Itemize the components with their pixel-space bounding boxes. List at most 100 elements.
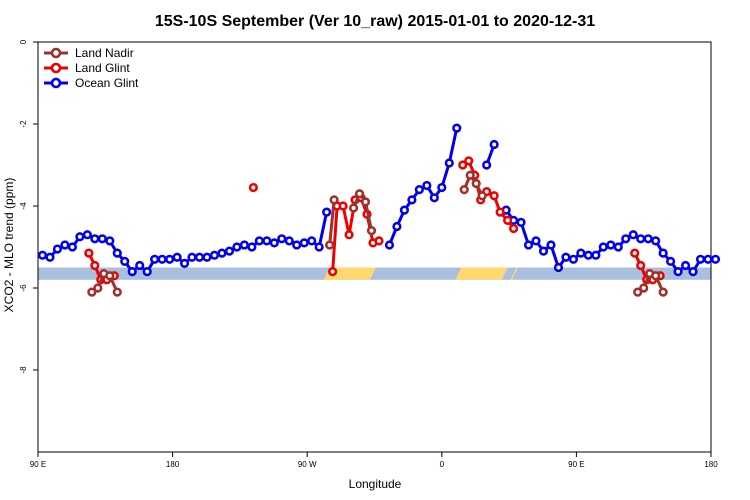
data-point xyxy=(366,226,377,236)
data-point xyxy=(314,242,324,252)
data-point xyxy=(93,283,103,293)
data-point xyxy=(67,242,77,252)
data-point xyxy=(495,207,505,217)
data-point xyxy=(429,193,439,203)
data-point xyxy=(338,201,348,211)
data-point xyxy=(239,240,249,250)
data-point xyxy=(399,205,410,215)
data-point xyxy=(209,250,220,260)
data-point xyxy=(248,182,258,193)
data-point xyxy=(538,246,549,256)
series-group xyxy=(37,123,721,297)
series-line xyxy=(328,199,336,246)
data-point xyxy=(414,185,424,195)
data-point xyxy=(452,123,462,133)
data-point xyxy=(374,236,384,246)
data-point xyxy=(503,215,513,225)
data-point xyxy=(471,178,481,189)
data-point xyxy=(45,252,55,262)
data-point xyxy=(523,240,534,250)
data-point xyxy=(703,254,713,264)
data-point xyxy=(489,191,499,201)
data-point xyxy=(269,238,279,248)
data-point xyxy=(710,254,721,264)
data-point xyxy=(636,234,646,244)
data-point xyxy=(531,236,541,246)
data-point xyxy=(643,234,653,244)
data-point xyxy=(187,252,197,262)
legend-swatch-marker xyxy=(50,77,62,89)
data-point xyxy=(105,271,115,281)
data-point xyxy=(553,262,564,273)
data-point xyxy=(329,195,339,205)
data-point xyxy=(194,252,205,262)
data-point xyxy=(444,158,454,168)
data-point xyxy=(224,246,235,256)
data-point xyxy=(516,217,526,227)
data-point xyxy=(127,267,137,277)
data-point xyxy=(90,260,100,271)
data-point xyxy=(232,242,242,252)
y-tick-label: -4 xyxy=(19,202,28,210)
data-point xyxy=(591,250,601,260)
land-band-segment xyxy=(510,267,519,280)
y-axis-label: XCO2 - MLO trend (ppm) xyxy=(2,178,16,313)
data-point xyxy=(459,185,469,195)
data-point xyxy=(568,254,579,264)
data-point xyxy=(630,248,640,258)
legend-label: Land Glint xyxy=(75,61,130,75)
data-point xyxy=(360,197,371,207)
data-point xyxy=(465,170,475,180)
data-point xyxy=(135,260,145,271)
x-tick-label: 90 E xyxy=(30,460,46,469)
data-point xyxy=(292,240,302,250)
data-point xyxy=(633,287,643,297)
data-point xyxy=(52,244,63,254)
data-point xyxy=(561,252,571,262)
data-point xyxy=(325,240,335,250)
data-point xyxy=(120,256,130,266)
data-point xyxy=(87,287,97,297)
data-point xyxy=(688,267,698,277)
data-point xyxy=(477,191,487,201)
axes: 90 E 180 90 W 0 90 E 180 0 -2 -4 -6 -8 xyxy=(19,39,718,469)
data-point xyxy=(392,221,402,232)
plot-frame xyxy=(37,41,712,453)
data-point xyxy=(621,234,631,244)
data-point xyxy=(328,267,338,277)
data-point xyxy=(636,260,646,271)
data-point xyxy=(422,180,432,191)
data-point xyxy=(464,156,474,166)
data-point xyxy=(628,230,638,240)
data-point xyxy=(489,139,499,150)
x-tick-label: 90 E xyxy=(568,460,584,469)
data-point xyxy=(354,189,365,199)
data-point xyxy=(639,283,649,293)
data-point xyxy=(82,230,92,240)
data-point xyxy=(695,254,706,264)
data-point xyxy=(202,252,212,262)
data-point xyxy=(437,182,447,193)
data-point xyxy=(673,267,683,277)
y-tick-label: -6 xyxy=(19,284,28,292)
data-point xyxy=(179,258,190,269)
data-point xyxy=(254,236,264,246)
data-point xyxy=(75,232,85,242)
data-point xyxy=(658,248,668,258)
data-point xyxy=(299,238,309,248)
data-point xyxy=(651,271,661,281)
legend-item: Land Nadir xyxy=(44,46,134,60)
chart-title: 15S-10S September (Ver 10_raw) 2015-01-0… xyxy=(155,13,595,30)
data-point xyxy=(508,223,519,234)
x-tick-label: 180 xyxy=(704,460,718,469)
y-tick-label: 0 xyxy=(19,39,28,44)
data-point xyxy=(172,252,182,262)
series-land-glint xyxy=(84,156,665,285)
legend-swatch-marker xyxy=(50,62,62,74)
data-point xyxy=(157,254,167,264)
legend-swatch-marker xyxy=(50,47,62,59)
data-point xyxy=(606,240,616,250)
legend-item: Ocean Glint xyxy=(44,76,139,90)
